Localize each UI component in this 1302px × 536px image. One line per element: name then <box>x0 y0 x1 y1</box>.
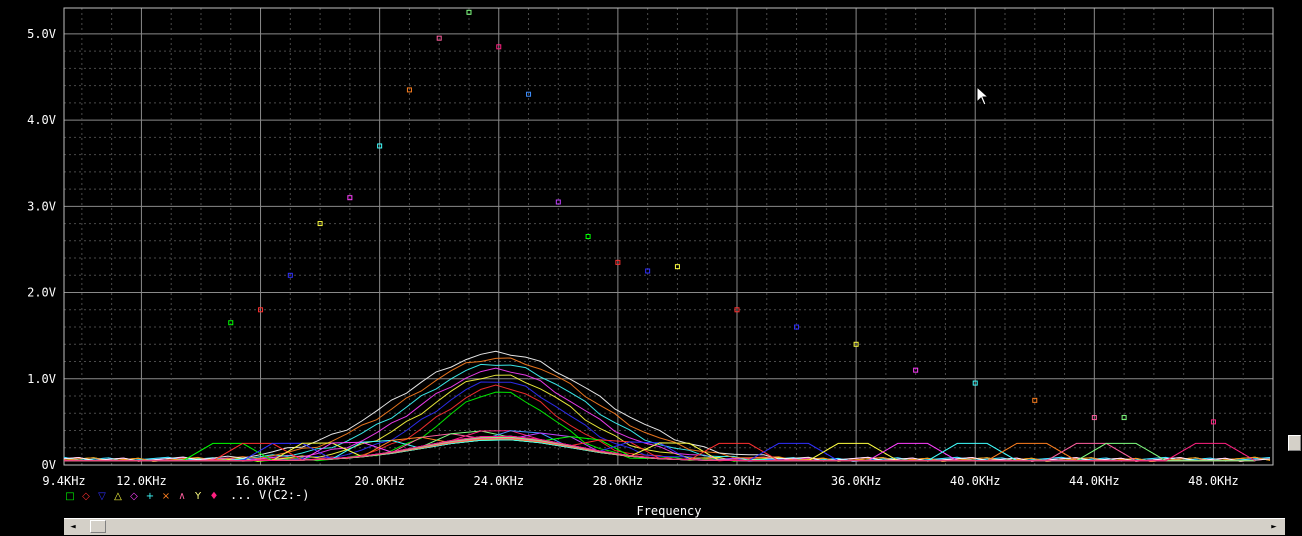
series-marker <box>615 259 621 265</box>
series-marker <box>317 221 323 227</box>
series-marker <box>377 143 383 149</box>
baseline-trace <box>63 350 1271 462</box>
series-marker <box>287 272 293 278</box>
series-marker <box>1210 419 1216 425</box>
series-marker <box>347 195 353 201</box>
baseline-trace <box>63 374 1271 463</box>
plot-frame <box>63 7 1274 466</box>
legend-label: ... V(C2:-) <box>230 488 309 502</box>
series-marker <box>258 307 264 313</box>
y-tick-label: 2.0V <box>27 286 56 300</box>
legend: □ ◇ ▽ △ ◇ + × ∧ Y ♦ ... V(C2:-) <box>65 488 309 502</box>
series-marker <box>972 380 978 386</box>
mouse-cursor-icon <box>976 86 990 106</box>
x-tick-label: 40.0KHz <box>950 474 1001 488</box>
scroll-left-icon[interactable]: ◄ <box>70 522 76 532</box>
series-marker <box>406 87 412 93</box>
scroll-right-icon[interactable]: ► <box>1271 522 1277 532</box>
series-group <box>64 9 1256 462</box>
series-marker <box>794 324 800 330</box>
series-marker <box>466 9 472 15</box>
y-tick-label: 3.0V <box>27 199 56 213</box>
series-marker <box>526 91 532 97</box>
legend-marker: × <box>162 491 170 502</box>
series-marker <box>1121 415 1127 421</box>
legend-marker: ◇ <box>82 491 90 502</box>
baseline-trace <box>63 357 1271 463</box>
x-tick-label: 9.4KHz <box>42 474 85 488</box>
horizontal-scroll-thumb[interactable] <box>90 520 106 533</box>
series-marker <box>853 341 859 347</box>
vertical-scroll-thumb[interactable] <box>1288 435 1301 451</box>
x-tick-label: 20.0KHz <box>354 474 405 488</box>
series-marker <box>496 44 502 50</box>
legend-marker: □ <box>65 491 74 502</box>
series-marker <box>436 35 442 41</box>
series-marker <box>645 268 651 274</box>
y-tick-label: 5.0V <box>27 27 56 41</box>
series-marker <box>674 264 680 270</box>
grid <box>64 8 1274 466</box>
legend-marker: △ <box>114 491 122 502</box>
legend-marker: ♦ <box>210 491 219 502</box>
series-marker <box>734 307 740 313</box>
series-marker <box>585 234 591 239</box>
x-tick-label: 28.0KHz <box>593 474 644 488</box>
legend-marker: ∧ <box>178 491 185 502</box>
plot-border <box>63 7 1274 466</box>
x-axis-label: Frequency <box>636 504 701 518</box>
x-tick-label: 48.0KHz <box>1188 474 1239 488</box>
y-axis-ticks: 0V 1.0V 2.0V 3.0V 4.0V 5.0V <box>27 27 56 472</box>
series-marker <box>913 367 919 373</box>
baseline-trace <box>63 391 1271 463</box>
legend-marker: + <box>146 491 154 502</box>
y-tick-label: 0V <box>42 458 56 472</box>
legend-marker: ▽ <box>98 491 106 502</box>
series-marker <box>555 199 561 205</box>
series-line <box>64 435 1256 462</box>
series-marker <box>228 320 234 326</box>
y-tick-label: 4.0V <box>27 113 56 127</box>
x-tick-label: 44.0KHz <box>1069 474 1120 488</box>
x-tick-label: 24.0KHz <box>473 474 524 488</box>
x-tick-label: 32.0KHz <box>712 474 763 488</box>
series-marker <box>1091 415 1097 421</box>
y-tick-label: 1.0V <box>27 372 56 386</box>
legend-marker: ◇ <box>130 491 138 502</box>
vertical-scrollbar[interactable] <box>1287 0 1302 464</box>
legend-marker: Y <box>194 491 202 502</box>
x-tick-label: 36.0KHz <box>831 474 882 488</box>
series-marker <box>1032 397 1038 403</box>
x-axis-ticks: 9.4KHz 12.0KHz 16.0KHz 20.0KHz 24.0KHz 28.0KH… <box>42 474 1238 488</box>
x-tick-label: 12.0KHz <box>116 474 167 488</box>
horizontal-scrollbar[interactable]: ◄ ► <box>64 518 1285 535</box>
x-tick-label: 16.0KHz <box>235 474 286 488</box>
